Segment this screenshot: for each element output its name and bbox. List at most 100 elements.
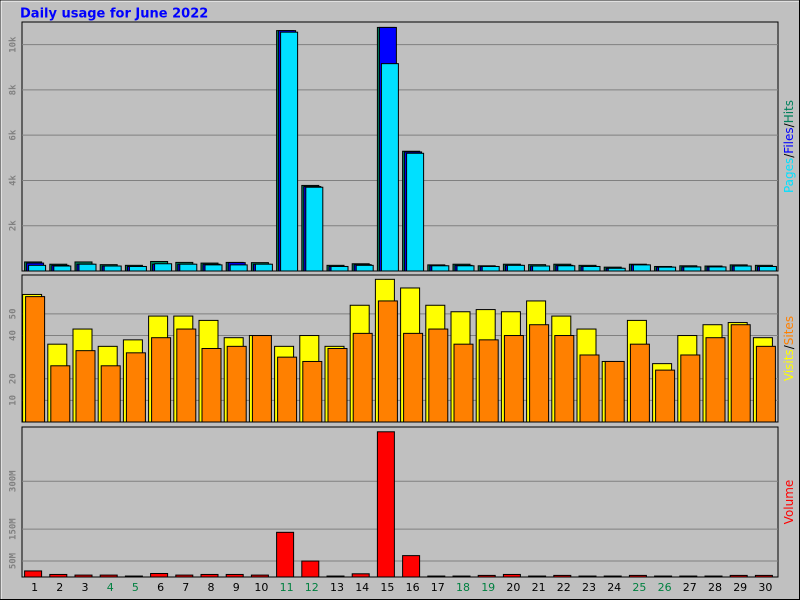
x-tick-label: 24 [607,581,621,594]
bar [628,574,647,578]
x-tick-label: 9 [233,581,240,594]
bar [406,152,425,272]
legend-entry: Sites [782,316,796,345]
x-tick-label: 18 [456,581,470,594]
x-tick-label: 29 [733,581,747,594]
bar [201,348,222,423]
bar [75,350,96,423]
plot-area [21,274,779,423]
bar [254,263,273,272]
bar [376,431,395,578]
bar [100,365,121,423]
bar [125,352,146,423]
bar [50,365,71,423]
bar [578,575,597,578]
y-tick-label: 150M [9,518,19,540]
bar [124,575,143,578]
bar [229,264,248,272]
bar [553,574,572,578]
bar [481,265,500,272]
legend-entry: Pages [782,158,796,193]
bar [503,335,524,423]
x-tick-label: 6 [157,581,164,594]
x-tick-label: 10 [254,581,268,594]
bar [74,574,93,578]
bar [200,573,219,578]
bar [28,264,47,272]
bar [154,263,173,272]
plot-area [21,426,779,578]
legend-entry: Files [782,127,796,153]
legend-separator: / [782,344,796,349]
x-tick-label: 14 [355,581,369,594]
legend-entry: Volume [782,480,796,525]
bar [632,264,651,272]
bar [99,574,118,578]
y-tick-label: 50 [9,308,19,319]
y-tick-label: 6k [9,129,19,140]
bar [327,348,348,423]
bar [733,265,752,272]
y-tick-label: 10k [9,36,19,53]
x-tick-label: 23 [582,581,596,594]
bar [277,356,298,423]
bar [557,265,576,272]
bar [128,265,147,272]
bar [250,574,269,578]
bar [502,573,521,578]
bar [226,345,247,423]
bar [532,265,551,272]
x-tick-label: 1 [31,581,38,594]
bar [351,573,370,578]
bar [204,264,223,272]
bar [150,572,169,578]
bar [301,560,320,578]
bar [680,354,701,423]
bar [654,575,673,578]
bar [730,324,751,423]
bar [452,575,471,578]
bar [103,265,122,272]
bar [708,266,727,272]
bar [302,360,323,423]
bar [554,335,575,423]
x-tick-label: 27 [683,581,697,594]
bar [528,575,547,578]
bar [53,265,72,272]
legend: Volume [782,480,796,525]
y-tick-label: 10 [9,395,19,406]
legend-entry: Hits [782,100,796,123]
y-tick-label: 2k [9,220,19,231]
x-tick-label: 15 [380,581,394,594]
x-tick-label: 2 [56,581,63,594]
bar [402,555,421,578]
x-tick-label: 25 [632,581,646,594]
x-tick-label: 19 [481,581,495,594]
x-tick-label: 5 [132,581,139,594]
bar [326,575,345,578]
bar [49,573,68,578]
chart-title: Daily usage for June 2022 [20,7,208,22]
bar [603,575,622,578]
plot-area [21,21,779,272]
bar [352,332,373,423]
y-tick-label: 4k [9,174,19,185]
y-tick-label: 20 [9,373,19,384]
bar [355,264,374,272]
x-tick-label: 28 [708,581,722,594]
x-tick-label: 13 [330,581,344,594]
y-tick-label: 8k [9,84,19,95]
bar [377,300,398,423]
bar [582,265,601,272]
bar [330,265,349,272]
bar [280,31,299,272]
bar [403,332,424,423]
bar [151,337,172,423]
bar [506,264,525,272]
bar [24,570,43,578]
x-tick-label: 7 [182,581,189,594]
bar [225,573,244,578]
bar [629,343,650,423]
bar [683,266,702,272]
